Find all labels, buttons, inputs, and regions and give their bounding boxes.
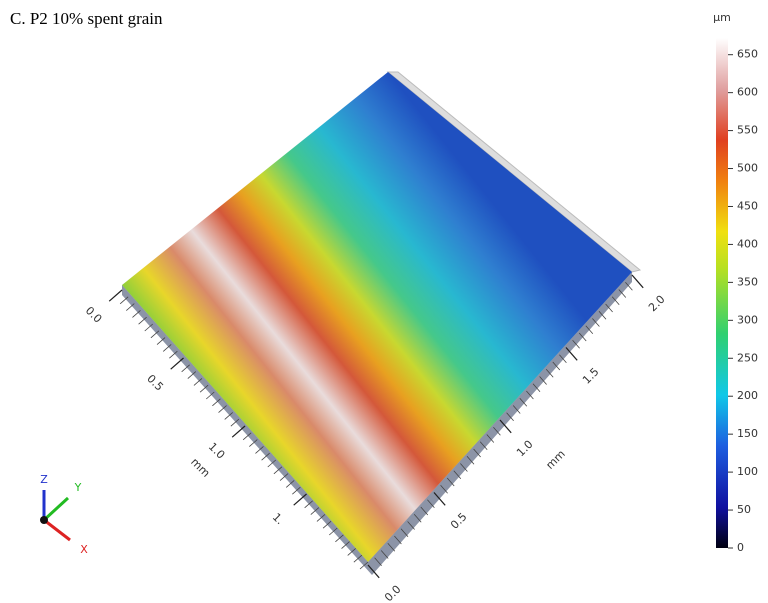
tick-label: 1.: [270, 511, 287, 528]
colorbar-tick-label: 500: [737, 162, 758, 175]
tick-mark: [632, 275, 643, 288]
tick-label: 1.5: [580, 365, 602, 387]
colorbar-tick-label: 400: [737, 237, 758, 250]
colorbar-tick-label: 150: [737, 427, 758, 440]
chart: C. P2 10% spent grain 0.0 0.5 1.0 1. mm 0.0 0.…: [0, 0, 768, 603]
colorbar-label: µm: [713, 11, 731, 24]
chart-title: C. P2 10% spent grain: [10, 9, 163, 28]
axis-label: mm: [543, 447, 567, 471]
colorbar-tick-label: 200: [737, 389, 758, 402]
tick-label: 0.5: [144, 372, 166, 394]
axis-label: mm: [188, 455, 212, 479]
triad-label: Z: [40, 473, 48, 486]
tick-label: 1.0: [514, 438, 536, 460]
colorbar-tick-label: 600: [737, 86, 758, 99]
colorbar: [716, 38, 728, 548]
colorbar-tick-label: 550: [737, 124, 758, 137]
tick-label: 0.5: [448, 510, 470, 532]
tick-label: 0.0: [382, 583, 404, 603]
triad-label: X: [80, 543, 88, 556]
tick-label: 1.0: [206, 440, 228, 462]
tick-mark: [171, 358, 184, 369]
surface: [122, 72, 632, 562]
colorbar-tick-label: 350: [737, 275, 758, 288]
colorbar-tick-label: 300: [737, 313, 758, 326]
colorbar-tick-label: 100: [737, 465, 758, 478]
tick-label: 2.0: [646, 293, 668, 315]
tick-mark: [294, 494, 307, 505]
tick-mark: [109, 290, 122, 301]
tick-label: 0.0: [83, 304, 105, 326]
colorbar-tick-label: 450: [737, 199, 758, 212]
colorbar-tick-label: 250: [737, 351, 758, 364]
colorbar-tick-label: 650: [737, 48, 758, 61]
tick-mark: [232, 426, 245, 437]
colorbar-tick-label: 0: [737, 541, 744, 554]
triad-label: Y: [74, 481, 82, 494]
colorbar-tick-label: 50: [737, 503, 751, 516]
axis-triad: [40, 490, 70, 540]
